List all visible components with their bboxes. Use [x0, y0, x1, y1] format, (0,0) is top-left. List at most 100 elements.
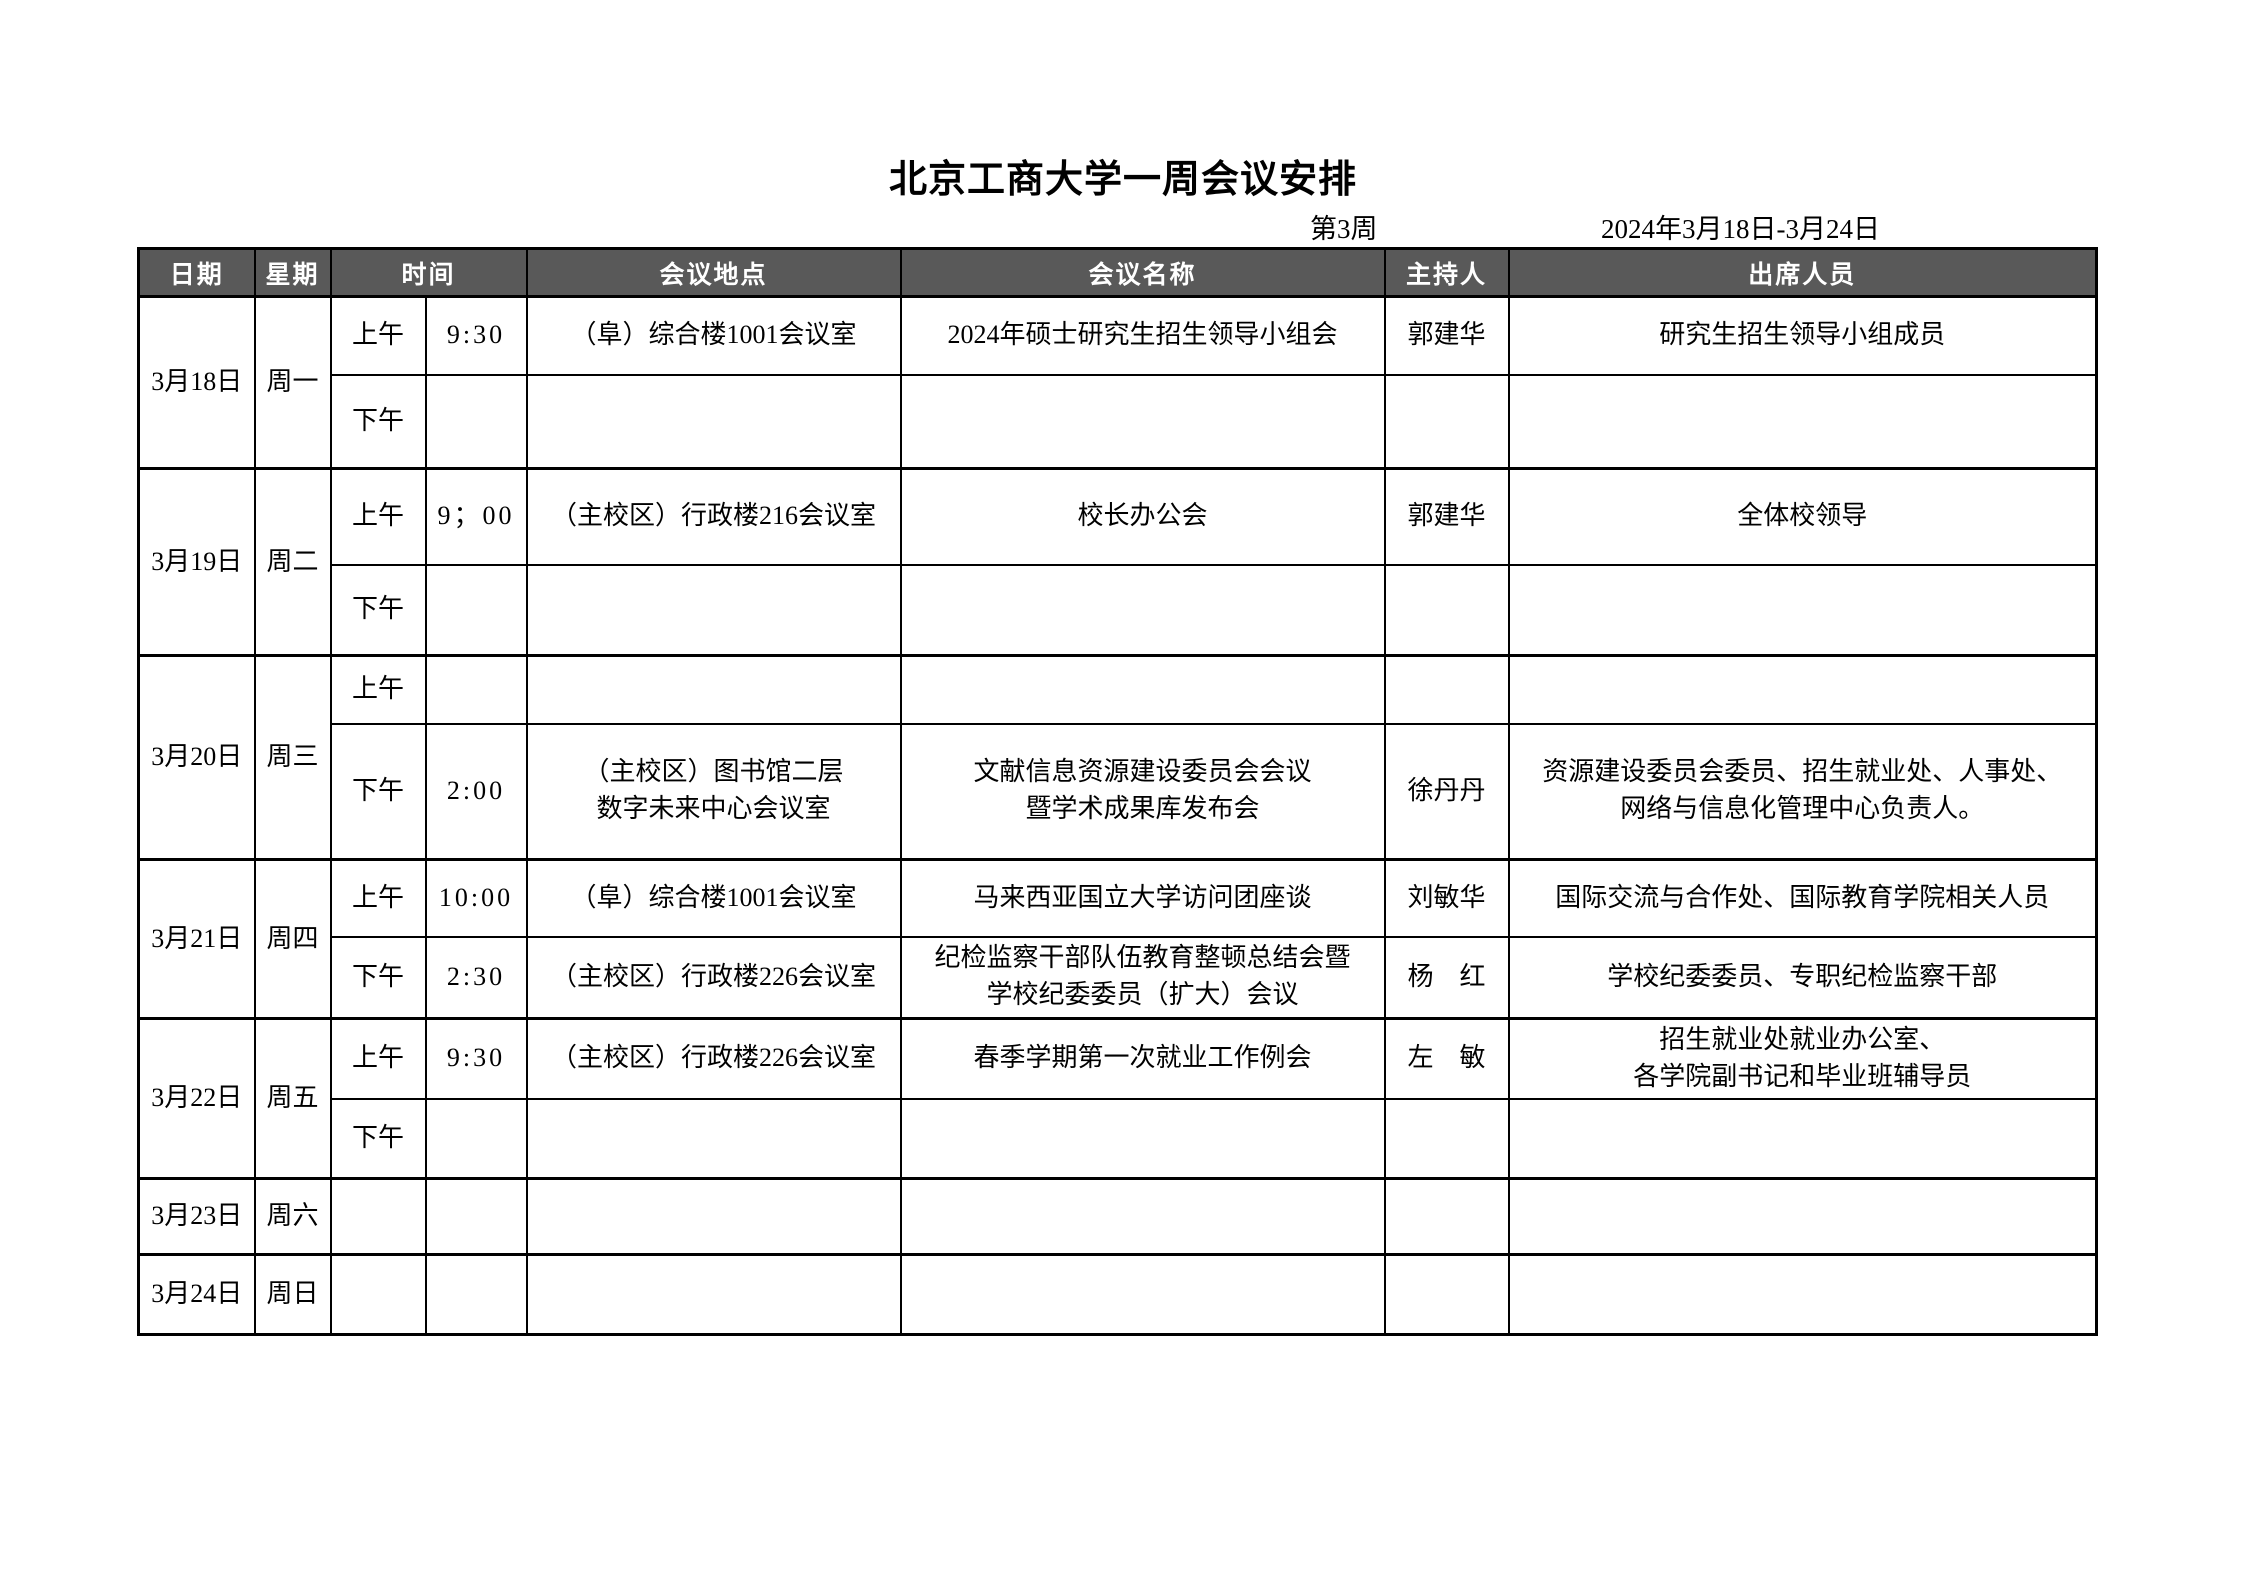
- weekday-cell: 周三: [253, 654, 332, 861]
- header-date: 日期: [137, 247, 256, 298]
- location-cell: [525, 373, 902, 470]
- time-cell: [424, 1097, 528, 1181]
- time-cell: [424, 563, 528, 657]
- time-cell: 2:00: [424, 722, 528, 861]
- table-row: 下午: [139, 373, 2098, 470]
- location-cell: [525, 1097, 902, 1181]
- weekday-cell: 周二: [253, 467, 332, 657]
- header-time: 时间: [329, 247, 528, 298]
- date-cell: 3月21日: [137, 858, 256, 1020]
- attendees-cell: 国际交流与合作处、国际教育学院相关人员: [1507, 858, 2098, 938]
- ampm-cell: 上午: [329, 295, 427, 376]
- attendees-cell: 资源建设委员会委员、招生就业处、人事处、 网络与信息化管理中心负责人。: [1507, 722, 2098, 861]
- time-cell: 9:30: [424, 1017, 528, 1100]
- location-cell: （主校区）行政楼226会议室: [525, 935, 902, 1020]
- ampm-cell: 上午: [329, 858, 427, 938]
- host-cell: 郭建华: [1383, 467, 1510, 566]
- host-cell: [1383, 654, 1510, 725]
- page-title: 北京工商大学一周会议安排: [888, 159, 1357, 201]
- table-row: 下午: [139, 1097, 2098, 1181]
- host-cell: 左 敏: [1383, 1017, 1510, 1100]
- time-cell: 9；00: [424, 467, 528, 566]
- host-cell: [1383, 1177, 1510, 1257]
- time-cell: 10:00: [424, 858, 528, 938]
- time-cell: [424, 1177, 528, 1257]
- host-cell: [1383, 1097, 1510, 1181]
- attendees-cell: 学校纪委委员、专职纪检监察干部: [1507, 935, 2098, 1020]
- ampm-cell: [329, 1253, 427, 1337]
- header-meeting: 会议名称: [899, 247, 1386, 298]
- weekday-cell: 周一: [253, 295, 332, 470]
- host-cell: 刘敏华: [1383, 858, 1510, 938]
- meeting-cell: [899, 1177, 1386, 1257]
- date-range-label: 2024年3月18日-3月24日: [1601, 214, 1880, 244]
- location-cell: [525, 1253, 902, 1337]
- time-cell: [424, 1253, 528, 1337]
- attendees-cell: [1507, 1177, 2098, 1257]
- date-cell: 3月18日: [137, 295, 256, 470]
- table-row: 3月21日 周四 上午 10:00 （阜）综合楼1001会议室 马来西亚国立大学…: [137, 858, 2098, 1020]
- meeting-cell: 春季学期第一次就业工作例会: [899, 1017, 1386, 1100]
- attendees-cell: [1507, 1253, 2098, 1337]
- time-cell: 2:30: [424, 935, 528, 1020]
- location-cell: （阜）综合楼1001会议室: [525, 295, 902, 376]
- location-cell: （阜）综合楼1001会议室: [525, 858, 902, 938]
- header-location: 会议地点: [525, 247, 902, 298]
- ampm-cell: 下午: [329, 722, 427, 861]
- location-cell: [525, 1177, 902, 1257]
- table-row: 3月19日 周二 上午 9；00 （主校区）行政楼216会议室 校长办公会 郭建…: [137, 467, 2098, 657]
- location-cell: （主校区）行政楼226会议室: [525, 1017, 902, 1100]
- weekday-cell: 周六: [253, 1177, 332, 1257]
- meeting-cell: [899, 563, 1386, 657]
- time-cell: 9:30: [424, 295, 528, 376]
- meeting-cell: 2024年硕士研究生招生领导小组会: [899, 295, 1386, 376]
- meeting-cell: 校长办公会: [899, 467, 1386, 566]
- ampm-cell: 下午: [329, 373, 427, 470]
- location-cell: （主校区）行政楼216会议室: [525, 467, 902, 566]
- time-cell: [424, 654, 528, 725]
- table-row: 下午: [139, 563, 2098, 657]
- attendees-cell: [1507, 563, 2098, 657]
- week-number-label: 第3周: [1310, 214, 1378, 244]
- meeting-schedule-table: 日期 星期 时间 会议地点 会议名称 主持人 出席人员 3月18日 周一 上午 …: [137, 247, 2099, 1337]
- ampm-cell: 下午: [329, 563, 427, 657]
- weekday-cell: 周五: [253, 1017, 332, 1181]
- date-cell: 3月19日: [137, 467, 256, 657]
- date-cell: 3月24日: [137, 1253, 256, 1337]
- table-row: 3月23日 周六: [137, 1177, 2098, 1257]
- attendees-cell: 研究生招生领导小组成员: [1507, 295, 2098, 376]
- ampm-cell: 下午: [329, 935, 427, 1020]
- table-row: 下午 2:30 （主校区）行政楼226会议室 纪检监察干部队伍教育整顿总结会暨 …: [139, 935, 2098, 1020]
- date-cell: 3月20日: [137, 654, 256, 861]
- date-cell: 3月23日: [137, 1177, 256, 1257]
- date-cell: 3月22日: [137, 1017, 256, 1181]
- location-cell: [525, 563, 902, 657]
- location-cell: （主校区）图书馆二层 数字未来中心会议室: [525, 722, 902, 861]
- meeting-cell: 纪检监察干部队伍教育整顿总结会暨 学校纪委委员（扩大）会议: [899, 935, 1386, 1020]
- ampm-cell: 下午: [329, 1097, 427, 1181]
- attendees-cell: 全体校领导: [1507, 467, 2098, 566]
- ampm-cell: 上午: [329, 467, 427, 566]
- weekday-cell: 周日: [253, 1253, 332, 1337]
- host-cell: 郭建华: [1383, 295, 1510, 376]
- table-row: 3月20日 周三 上午: [137, 654, 2098, 861]
- host-cell: [1383, 373, 1510, 470]
- header-attendees: 出席人员: [1507, 247, 2098, 298]
- meeting-cell: 文献信息资源建设委员会会议 暨学术成果库发布会: [899, 722, 1386, 861]
- table-row: 3月22日 周五 上午 9:30 （主校区）行政楼226会议室 春季学期第一次就…: [137, 1017, 2098, 1181]
- ampm-cell: [329, 1177, 427, 1257]
- host-cell: 徐丹丹: [1383, 722, 1510, 861]
- meeting-cell: [899, 1097, 1386, 1181]
- weekday-cell: 周四: [253, 858, 332, 1020]
- attendees-cell: [1507, 1097, 2098, 1181]
- table-row: 3月24日 周日: [137, 1253, 2098, 1337]
- ampm-cell: 上午: [329, 1017, 427, 1100]
- meeting-cell: [899, 1253, 1386, 1337]
- host-cell: [1383, 563, 1510, 657]
- host-cell: [1383, 1253, 1510, 1337]
- ampm-cell: 上午: [329, 654, 427, 725]
- host-cell: 杨 红: [1383, 935, 1510, 1020]
- location-cell: [525, 654, 902, 725]
- attendees-cell: [1507, 373, 2098, 470]
